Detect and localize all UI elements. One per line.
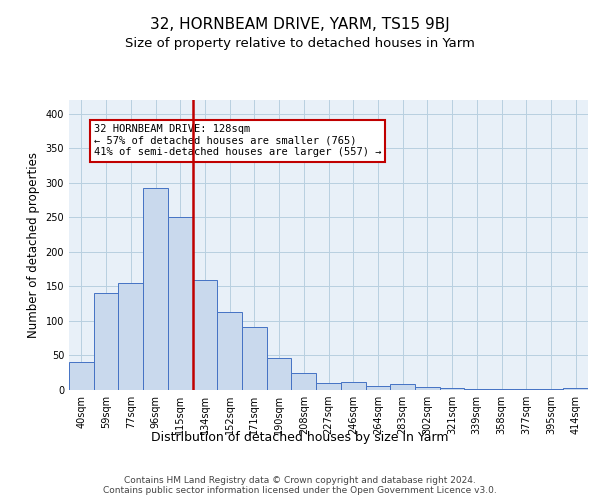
Bar [292, 374, 316, 390]
Bar [563, 388, 588, 390]
Text: Contains HM Land Registry data © Crown copyright and database right 2024.
Contai: Contains HM Land Registry data © Crown c… [103, 476, 497, 495]
Text: Distribution of detached houses by size in Yarm: Distribution of detached houses by size … [151, 431, 449, 444]
Bar [440, 388, 464, 390]
Bar [217, 312, 242, 390]
Bar [242, 327, 267, 390]
Y-axis label: Number of detached properties: Number of detached properties [27, 152, 40, 338]
Bar [143, 188, 168, 390]
Text: 32 HORNBEAM DRIVE: 128sqm
← 57% of detached houses are smaller (765)
41% of semi: 32 HORNBEAM DRIVE: 128sqm ← 57% of detac… [94, 124, 381, 158]
Bar [168, 216, 193, 390]
Bar [489, 388, 514, 390]
Bar [118, 283, 143, 390]
Bar [341, 382, 365, 390]
Bar [193, 280, 217, 390]
Text: 32, HORNBEAM DRIVE, YARM, TS15 9BJ: 32, HORNBEAM DRIVE, YARM, TS15 9BJ [150, 18, 450, 32]
Text: Size of property relative to detached houses in Yarm: Size of property relative to detached ho… [125, 38, 475, 51]
Bar [514, 388, 539, 390]
Bar [69, 362, 94, 390]
Bar [464, 388, 489, 390]
Bar [316, 383, 341, 390]
Bar [390, 384, 415, 390]
Bar [415, 387, 440, 390]
Bar [365, 386, 390, 390]
Bar [267, 358, 292, 390]
Bar [94, 294, 118, 390]
